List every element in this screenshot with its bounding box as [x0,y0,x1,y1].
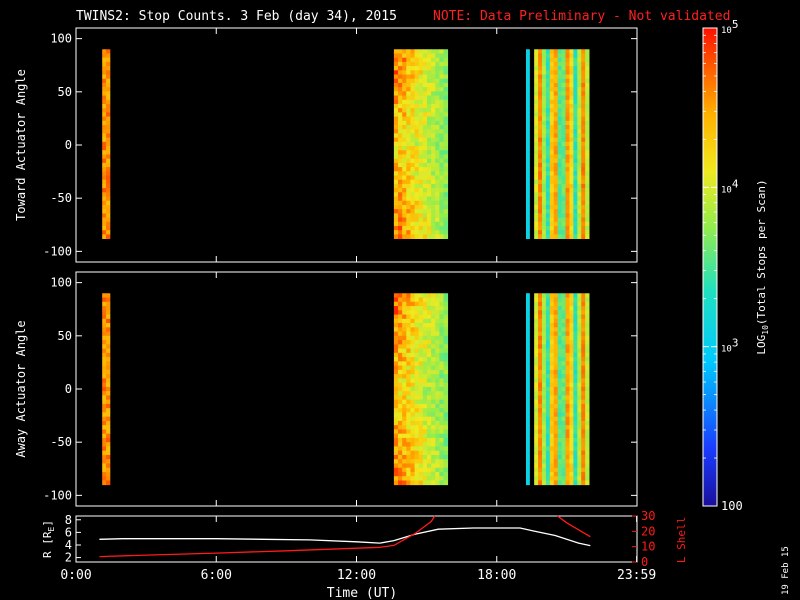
colorbar-scale [702,27,718,507]
time-axis-label: Time (UT) [327,586,397,600]
colorbar-ticks: 105 104 103 100 [703,18,743,513]
away-y-tick-label: 100 [50,276,72,290]
l-shell-line [99,515,436,558]
away-scan-block [393,293,449,486]
toward-scan-block [393,49,449,239]
radius-line [99,527,591,547]
toward-y-tick-label: -100 [43,244,72,258]
colorbar-tick-label: 100 [721,499,743,513]
toward-scan-block [102,49,111,239]
toward-y-tick-label: 50 [58,85,72,99]
radius-axis-label: R [RE] [41,520,56,558]
generation-date: 19 Feb 15 [781,546,791,595]
l-shell-tick-label: 10 [641,540,655,554]
time-tick-label: 18:00 [477,568,516,583]
away-scan-block [525,293,530,486]
radius-tick-label: 6 [65,525,72,539]
away-scan-block [534,293,590,486]
toward-y-tick-label: 0 [65,138,72,152]
away-y-axis: 100 50 0 -50 -100 [43,272,637,506]
away-y-tick-label: 0 [65,382,72,396]
time-tick-label: 6:00 [201,568,232,583]
away-y-tick-label: -100 [43,488,72,502]
radius-tick-label: 4 [65,538,72,552]
toward-y-axis-label: Toward Actuator Angle [14,69,28,221]
time-tick-label: 23:59 [617,568,656,583]
data-note: NOTE: Data Preliminary - Not validated [433,9,730,24]
toward-y-axis: 100 50 0 -50 -100 [43,28,637,262]
colorbar-label-sub: 10 [761,325,770,335]
radius-tick-label: 8 [65,513,72,527]
away-y-tick-label: 50 [58,329,72,343]
time-tick-label: 12:00 [337,568,376,583]
radius-tick-label: 2 [65,551,72,565]
away-heatmap-panel: 100 50 0 -50 -100 Away Actuator Angle [14,271,638,507]
figure-title: TWINS2: Stop Counts. 3 Feb (day 34), 201… [76,9,397,24]
l-shell-tick-label: 20 [641,524,655,538]
away-y-axis-label: Away Actuator Angle [14,320,28,457]
away-scan-blocks [102,293,590,486]
l-shell-axis-label: L Shell [675,517,688,563]
l-shell-tick-label: 0 [641,555,648,569]
toward-scan-blocks [102,49,590,239]
radius-axis-label-sub: E [47,526,56,531]
toward-scan-block [534,49,590,239]
toward-heatmap-panel: 100 50 0 -50 -100 Toward Actuator Angle [14,27,638,263]
colorbar-tick-label: 103 [721,337,738,355]
time-tick-label: 0:00 [60,568,91,583]
colorbar: 105 104 103 100 LOG10(Total Stops per Scan) [702,18,770,513]
l-shell-line [557,515,591,538]
colorbar-tick-label: 104 [721,177,739,195]
time-x-axis: 0:00 6:00 12:00 18:00 23:59 [60,516,656,583]
toward-y-tick-label: -50 [50,191,72,205]
away-y-tick-label: -50 [50,435,72,449]
colorbar-tick-label: 105 [721,18,738,36]
away-scan-block [102,293,111,486]
toward-scan-block [525,49,530,239]
l-shell-tick-label: 30 [641,509,655,523]
toward-y-tick-label: 100 [50,32,72,46]
orbit-series [99,515,591,558]
colorbar-label: LOG10(Total Stops per Scan) [755,179,770,354]
